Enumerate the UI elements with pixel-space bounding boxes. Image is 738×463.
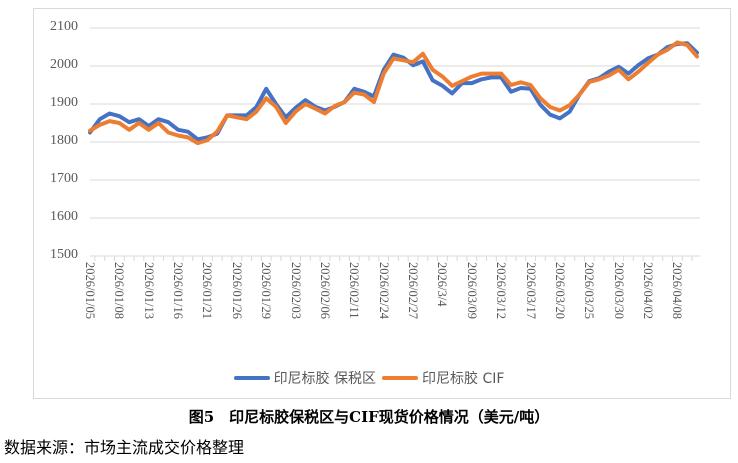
y-tick-label: 1700 (50, 171, 78, 186)
legend-swatch-blue-icon (233, 376, 270, 380)
x-tick-label: 2026/02/03 (288, 262, 303, 319)
legend-item-cif: 印尼标胶 CIF (382, 368, 504, 388)
x-tick-label: 2026/03/25 (582, 262, 597, 319)
x-tick-label: 2026/01/13 (141, 262, 156, 319)
x-tick-label: 2026/02/11 (347, 262, 362, 319)
x-tick-label: 2026/03/30 (611, 262, 626, 319)
legend-swatch-orange-icon (382, 376, 419, 380)
x-tick-label: 2026/03/20 (552, 262, 567, 319)
y-tick-label: 1600 (50, 209, 78, 224)
x-tick-label: 2026/01/05 (83, 262, 97, 319)
x-tick-label: 2026/04/02 (641, 262, 656, 319)
y-tick-label: 2100 (50, 19, 78, 34)
y-tick-label: 2000 (50, 57, 78, 72)
legend-item-bonded: 印尼标胶 保税区 (233, 368, 377, 388)
x-tick-label: 2026/01/16 (171, 262, 186, 319)
x-tick-label: 2026/01/29 (259, 262, 274, 319)
x-tick-label: 2026/02/06 (317, 262, 332, 319)
y-tick-label: 1900 (50, 95, 78, 110)
legend-label: 印尼标胶 CIF (422, 371, 505, 387)
y-tick-label: 1500 (50, 247, 78, 262)
data-lines (88, 40, 699, 146)
x-tick-label: 2026/02/27 (406, 262, 421, 319)
x-axis (90, 255, 700, 261)
series-line-cif (88, 40, 699, 146)
figure-caption: 图5 印尼标胶保税区与CIF现货价格情况（美元/吨） (188, 408, 550, 426)
legend-label: 印尼标胶 保税区 (273, 371, 377, 387)
x-tick-label: 2026/04/08 (670, 262, 685, 319)
x-tick-label: 2026/03/12 (494, 262, 509, 319)
x-tick-label: 2026/01/21 (200, 262, 215, 319)
data-source-note: 数据来源：市场主流成交价格整理 (4, 438, 245, 457)
x-tick-label: 2026/01/26 (229, 262, 244, 319)
chart-legend: 印尼标胶 保税区 印尼标胶 CIF (0, 368, 738, 388)
y-tick-label: 1800 (50, 133, 78, 148)
x-tick-label: 2026/3/4 (435, 262, 450, 307)
x-tick-label: 2026/01/08 (112, 262, 127, 319)
x-tick-label: 2026/03/09 (464, 262, 479, 319)
gridlines (90, 27, 700, 219)
x-tick-label: 2026/02/24 (376, 262, 391, 319)
x-tick-label: 2026/03/17 (523, 262, 538, 319)
